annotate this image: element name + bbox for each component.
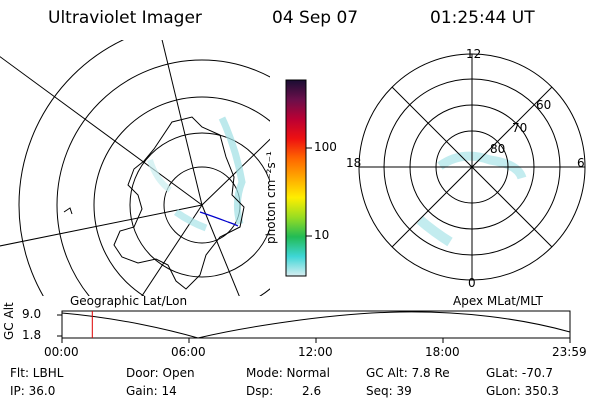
colorbar-tick-100: 100 <box>314 140 337 154</box>
meridian-line <box>0 204 203 247</box>
gain-value: Gain: 14 <box>126 384 177 398</box>
time-label: 01:25:44 UT <box>430 8 535 28</box>
date-label: 04 Sep 07 <box>272 8 359 28</box>
colorbar <box>285 79 312 277</box>
filter-value: Flt: LBHL <box>10 366 64 380</box>
mlt-label-12: 12 <box>466 47 482 61</box>
mlt-axis <box>391 86 553 248</box>
mlat-mlt-plot <box>358 53 586 281</box>
time-tick-1800: 18:00 <box>425 345 460 359</box>
mlat-label-80: 80 <box>490 142 506 156</box>
mlt-label-0: 0 <box>468 276 476 290</box>
aurora-emission <box>147 159 172 193</box>
meridian-line <box>141 204 203 296</box>
lat-circle <box>129 132 270 278</box>
lat-circle <box>56 59 270 296</box>
ip-value: IP: 36.0 <box>10 384 56 398</box>
lat-circle <box>18 40 125 296</box>
mlt-label-6: 6 <box>577 156 585 170</box>
meridian-line <box>0 56 203 206</box>
door-status: Door: Open <box>126 366 195 380</box>
dsp-label: Dsp: <box>246 384 274 398</box>
colorbar-unit-label: photon cm⁻²s⁻¹ <box>264 151 278 244</box>
time-tick-0000: 00:00 <box>44 345 79 359</box>
dsp-value: 2.6 <box>302 384 322 398</box>
altitude-plot <box>57 310 571 343</box>
aurora-emission <box>416 216 453 247</box>
satellite-track <box>199 211 239 227</box>
lat-circle <box>93 96 270 296</box>
glat-value: GLat: -70.7 <box>486 366 553 380</box>
altitude-ytick-low: 1.8 <box>22 328 42 342</box>
mlt-label-18: 18 <box>346 156 362 170</box>
gc-alt-value: GC Alt: 7.8 Re <box>366 366 450 380</box>
mode-value: Mode: Normal <box>246 366 330 380</box>
aurora-emission <box>218 116 246 225</box>
meridian-line <box>201 138 270 206</box>
aurora-emission <box>173 209 208 232</box>
altitude-ylabel: GC Alt <box>2 302 16 340</box>
time-tick-0600: 06:00 <box>171 345 206 359</box>
aurora-emission <box>437 151 527 180</box>
mlat-label-60: 60 <box>536 98 552 112</box>
antarctica-outline <box>113 116 245 290</box>
instrument-title: Ultraviolet Imager <box>48 8 202 28</box>
time-tick-2359: 23:59 <box>552 345 587 359</box>
geographic-caption: Geographic Lat/Lon <box>70 294 188 308</box>
apex-caption: Apex MLat/MLT <box>453 294 543 308</box>
seq-value: Seq: 39 <box>366 384 412 398</box>
meridian-line <box>161 40 203 206</box>
time-tick-1200: 12:00 <box>298 345 333 359</box>
island-outline <box>63 207 73 215</box>
glon-value: GLon: 350.3 <box>486 384 559 398</box>
mlat-label-70: 70 <box>512 121 528 135</box>
altitude-curve <box>61 311 571 339</box>
altitude-ytick-high: 9.0 <box>22 307 42 321</box>
colorbar-tick-10: 10 <box>314 228 330 242</box>
